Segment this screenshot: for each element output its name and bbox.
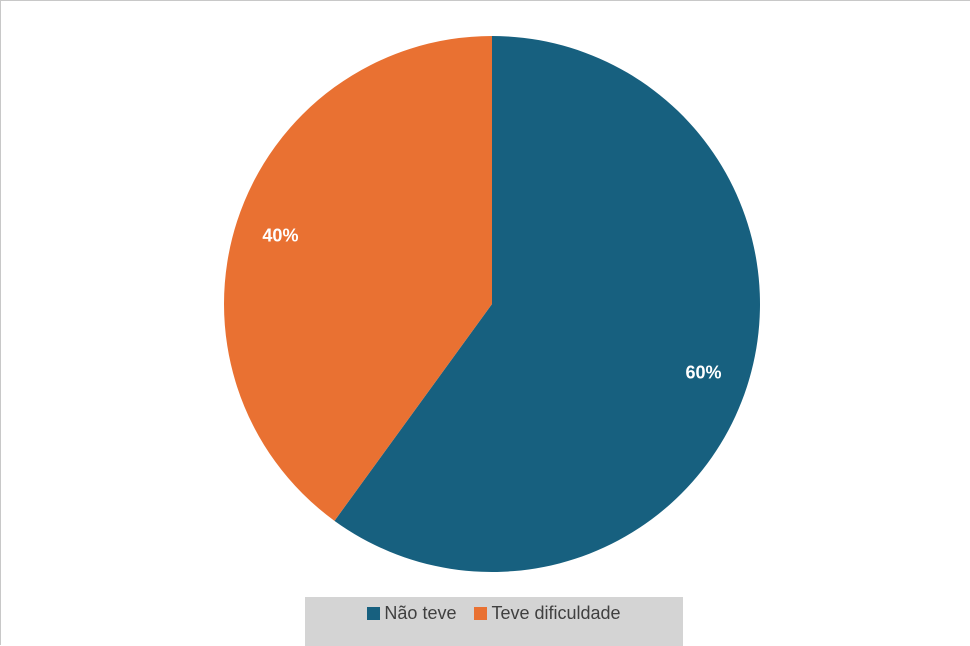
legend-item-nao-teve: Não teve xyxy=(367,603,456,624)
legend-label-teve-dificuldade: Teve dificuldade xyxy=(491,602,621,623)
legend-row: Não teve Teve dificuldade xyxy=(305,597,683,629)
pie-slice-nao-teve xyxy=(334,36,760,572)
legend-swatch-nao-teve xyxy=(367,606,381,620)
pie-slice-teve-dificuldade xyxy=(224,36,492,521)
legend-label-nao-teve: Não teve xyxy=(384,602,457,623)
legend: Não teve Teve dificuldade xyxy=(305,597,683,646)
legend-item-teve-dificuldade: Teve dificuldade xyxy=(474,602,621,624)
legend-swatch-teve-dificuldade xyxy=(474,606,488,620)
data-label-teve-dificuldade: 40% xyxy=(262,225,298,245)
data-label-nao-teve: 60% xyxy=(686,363,722,383)
pie-slices xyxy=(224,36,760,572)
pie-data-labels: 60% 40% xyxy=(262,225,721,382)
